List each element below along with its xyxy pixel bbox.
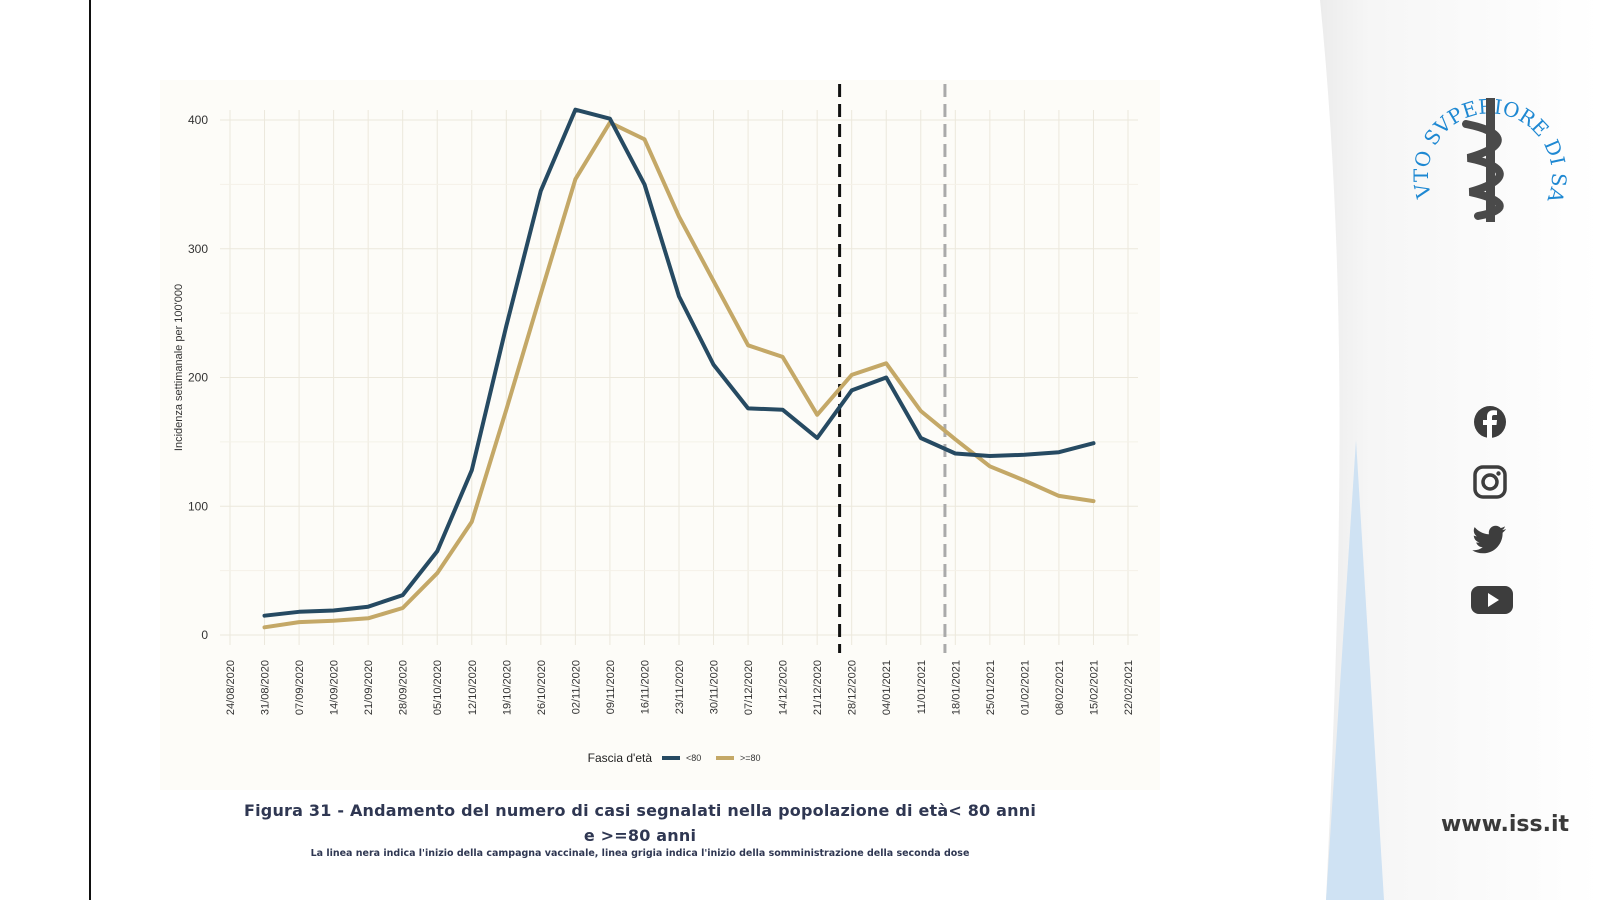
x-tick-label: 14/12/2020	[778, 660, 790, 715]
x-tick-label: 22/02/2021	[1123, 660, 1135, 715]
x-tick-label: 07/12/2020	[743, 660, 755, 715]
x-tick-label: 30/11/2020	[709, 660, 721, 714]
line-chart: 0 100 200 300 400 Incidenza settimanale per 1…	[173, 84, 1138, 765]
x-tick-label: 28/09/2020	[398, 660, 410, 715]
y-tick-label: 200	[188, 371, 208, 385]
x-tick-label: 19/10/2020	[501, 660, 513, 715]
x-tick-label: 07/09/2020	[294, 660, 306, 715]
x-tick-label: 05/10/2020	[432, 660, 444, 715]
series-line-under-80	[262, 107, 1096, 618]
y-tick-label: 400	[188, 113, 208, 127]
x-tick-label: 23/11/2020	[674, 660, 686, 714]
x-tick-label: 08/02/2021	[1054, 660, 1066, 715]
x-tick-label: 11/01/2021	[916, 660, 928, 714]
x-tick-label: 01/02/2021	[1019, 660, 1031, 715]
x-tick-label: 18/01/2021	[950, 660, 962, 715]
youtube-icon[interactable]	[1470, 580, 1513, 620]
left-divider	[89, 0, 91, 900]
facebook-icon[interactable]	[1470, 402, 1510, 442]
x-tick-label: 14/09/2020	[329, 660, 341, 715]
x-tick-label: 09/11/2020	[605, 660, 617, 714]
x-tick-label: 31/08/2020	[260, 660, 272, 715]
y-tick-label: 100	[188, 499, 208, 513]
y-tick-label: 300	[188, 242, 208, 256]
x-tick-label: 16/11/2020	[639, 660, 651, 714]
x-tick-label: 04/01/2021	[881, 660, 893, 715]
side-panel-decoration	[1320, 0, 1600, 900]
iss-logo: ISTITVTO SVPERIORE DI SANITÀ	[1410, 62, 1570, 222]
x-tick-label: 25/01/2021	[985, 660, 997, 715]
site-url-link[interactable]: www.iss.it	[1440, 812, 1570, 837]
y-tick-label: 0	[201, 628, 208, 642]
x-tick-label: 21/09/2020	[363, 660, 375, 715]
x-tick-label: 21/12/2020	[812, 660, 824, 715]
x-tick-label: 28/12/2020	[847, 660, 859, 715]
twitter-icon[interactable]	[1470, 520, 1510, 560]
legend-label: <80	[686, 753, 701, 763]
caption-line-2: e >=80 anni	[583, 826, 697, 845]
legend-title: Fascia d'età	[588, 751, 653, 765]
x-tick-label: 26/10/2020	[536, 660, 548, 715]
x-tick-label: 12/10/2020	[467, 660, 479, 715]
x-tick-label: 02/11/2020	[570, 660, 582, 714]
x-tick-label: 24/08/2020	[225, 660, 237, 715]
x-tick-label: 15/02/2021	[1088, 660, 1100, 715]
instagram-icon[interactable]	[1470, 462, 1510, 502]
figure-caption: Figura 31 - Andamento del numero di casi…	[180, 798, 1100, 848]
series-line-over-80	[262, 120, 1096, 630]
caption-note: La linea nera indica l'inizio della camp…	[310, 848, 970, 859]
caption-line-1: Figura 31 - Andamento del numero di casi…	[243, 801, 1037, 820]
figure-background	[160, 80, 1160, 790]
y-axis-label: Incidenza settimanale per 100'000	[173, 284, 185, 451]
legend-label: >=80	[740, 753, 761, 763]
